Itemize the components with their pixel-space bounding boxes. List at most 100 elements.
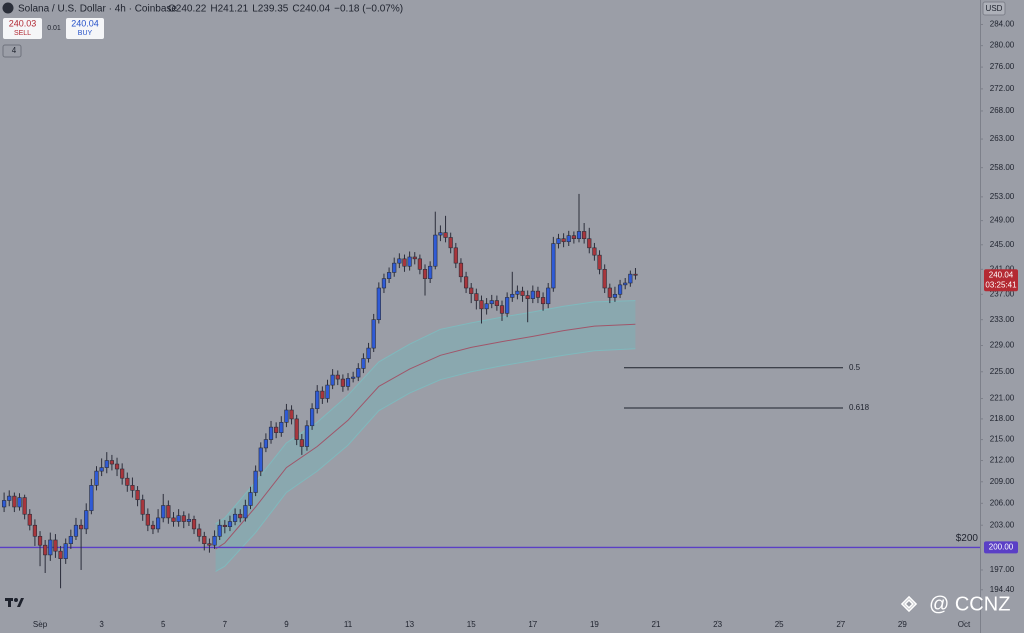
chart-title: Solana / U.S. Dollar · 4h · Coinbase [18, 4, 177, 15]
y-tick-label: 241.00 [990, 264, 1015, 273]
candle-body [433, 234, 438, 267]
candle-body [12, 495, 17, 508]
candle-body [412, 256, 417, 260]
candle-body [407, 256, 412, 267]
x-tick-label: 25 [775, 620, 784, 629]
x-tick-label: 23 [713, 620, 722, 629]
candle-body [571, 235, 576, 239]
y-tick-label: 253.00 [990, 192, 1015, 201]
x-tick-label: 17 [528, 620, 537, 629]
candle-body [104, 460, 109, 468]
candle-body [63, 543, 68, 559]
candle-body [309, 408, 315, 427]
candle-body [304, 425, 310, 447]
y-tick-label: 284.00 [990, 20, 1015, 29]
candle-body [422, 269, 428, 279]
candle-body [453, 247, 458, 264]
y-tick-label: 280.00 [990, 41, 1015, 50]
y-tick-label: 203.00 [990, 520, 1015, 529]
x-tick-label: 19 [590, 620, 599, 629]
tv-logo [5, 598, 24, 607]
sell-button[interactable] [3, 18, 42, 39]
candle-body [227, 521, 233, 527]
candle-body [238, 513, 243, 519]
candle-body [48, 539, 53, 556]
candle-body [474, 293, 479, 301]
candle-body [397, 258, 402, 264]
y-tick-label: 263.00 [990, 134, 1015, 143]
candle-body [587, 238, 592, 249]
indicators-toggle[interactable] [2, 44, 22, 58]
candle-body [582, 231, 587, 239]
band-fill [215, 300, 636, 572]
band-upper [215, 300, 636, 525]
candle-body [458, 262, 464, 278]
candle-body [181, 515, 186, 522]
candle-body [520, 290, 525, 296]
candle-body [140, 499, 145, 515]
candle-body [17, 497, 22, 508]
ohlc-value: H241.21 [210, 4, 248, 15]
x-tick-label: 5 [161, 620, 166, 629]
candle-body [197, 528, 202, 537]
currency-box[interactable] [982, 1, 1006, 16]
candle-body [551, 243, 556, 289]
band-middle [215, 323, 636, 550]
candle-body [356, 368, 361, 378]
candle-body [150, 524, 156, 530]
x-tick-label: 21 [652, 620, 661, 629]
y-tick-label: 212.00 [990, 456, 1015, 465]
candle-body [381, 278, 387, 289]
fib-label: 0.618 [849, 403, 870, 412]
candle-body [120, 468, 125, 479]
candle-body [525, 295, 530, 299]
candle-body [268, 426, 274, 440]
candle-body [351, 376, 356, 379]
candle-body [489, 300, 494, 305]
x-tick-label: 7 [223, 620, 228, 629]
candle-body [202, 535, 207, 545]
candle-body [32, 524, 38, 537]
sell-label: SELL [14, 30, 31, 37]
y-tick-label: 249.00 [990, 216, 1015, 225]
candle-body [176, 515, 181, 522]
candle-body [279, 422, 284, 433]
last-price-label: 240.04 [989, 270, 1014, 279]
candle-body [320, 390, 325, 399]
candle-body [628, 273, 633, 284]
candle-body [166, 505, 171, 519]
candle-body [510, 293, 515, 298]
candle-body [7, 495, 12, 501]
candle-body [263, 439, 268, 449]
candle-body [79, 524, 84, 530]
candle-body [612, 293, 618, 298]
candle-body [597, 254, 602, 270]
x-tick-label: Sep [33, 620, 48, 629]
y-tick-label: 245.00 [990, 240, 1015, 249]
x-tick-label: 29 [898, 620, 907, 629]
candle-body [499, 305, 505, 314]
candle-body [463, 276, 469, 289]
y-tick-label: 272.00 [990, 84, 1015, 93]
candle-body [53, 539, 58, 552]
candle-body [207, 543, 212, 546]
candle-body [392, 262, 397, 273]
candle-body [258, 447, 263, 472]
candle-body [448, 237, 453, 249]
y-tick-label: 233.00 [990, 315, 1015, 324]
candle-body [89, 485, 94, 511]
candle-body [315, 390, 320, 409]
candle-body [623, 282, 628, 286]
buy-button[interactable] [66, 18, 104, 39]
candle-body [602, 269, 607, 289]
candle-body [217, 524, 222, 537]
y-tick-label: 206.00 [990, 498, 1015, 507]
candle-body [2, 500, 7, 508]
x-tick-label: Oct [958, 620, 971, 629]
candle-body [58, 550, 63, 559]
currency: USD [986, 4, 1003, 13]
y-tick-label: 268.00 [990, 106, 1015, 115]
y-tick-label: 218.00 [990, 414, 1015, 423]
candle-body [109, 460, 115, 465]
candle-body [592, 247, 597, 256]
